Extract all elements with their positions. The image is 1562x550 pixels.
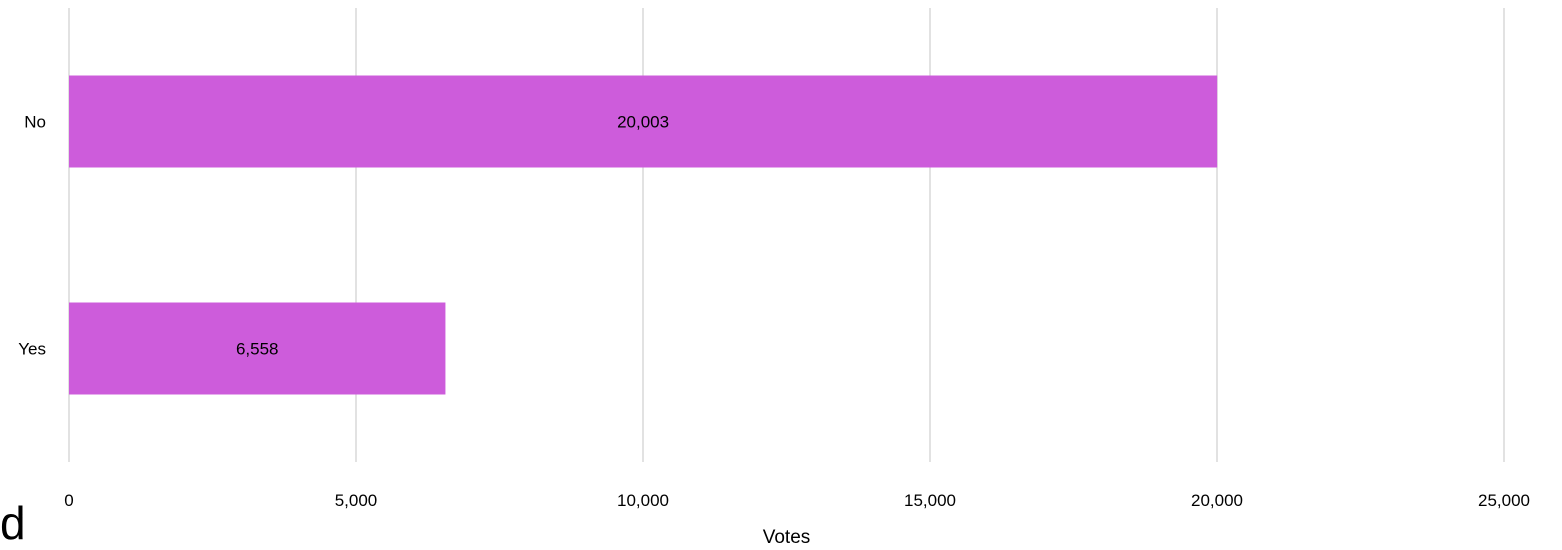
- x-tick-label: 10,000: [617, 491, 669, 510]
- x-axis-title: Votes: [763, 527, 811, 548]
- labels: 0 5,000 10,000 15,000 20,000 25,000 20,003 No 6,…: [18, 113, 1530, 511]
- category-label: Yes: [18, 340, 46, 359]
- bar: [69, 302, 446, 395]
- bar: [69, 75, 1218, 168]
- data-label: 20,003: [617, 113, 669, 132]
- x-tick-label: 15,000: [904, 491, 956, 510]
- x-tick-label: 25,000: [1478, 491, 1530, 510]
- bars: [69, 75, 1218, 395]
- stray-glyph: d: [0, 497, 26, 549]
- category-label: No: [24, 113, 46, 132]
- data-label: 6,558: [236, 340, 279, 359]
- x-tick-label: 0: [64, 491, 73, 510]
- x-tick-label: 5,000: [335, 491, 378, 510]
- x-tick-label: 20,000: [1191, 491, 1243, 510]
